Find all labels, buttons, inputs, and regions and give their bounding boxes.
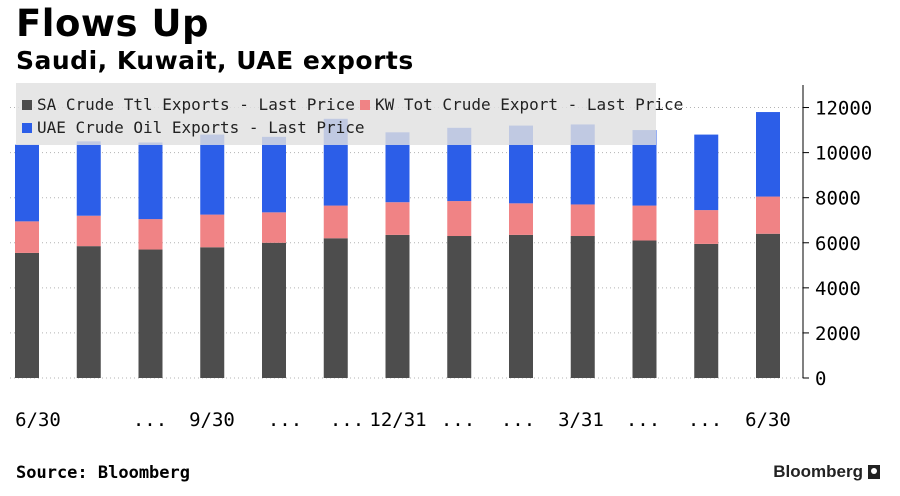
- bar-segment-kw: [694, 210, 719, 244]
- legend-item-kw: KW Tot Crude Export - Last Price: [360, 95, 683, 114]
- bar-segment-kw: [756, 196, 780, 234]
- x-tick-label: 6/30: [745, 409, 791, 431]
- source-note: Source: Bloomberg: [16, 463, 190, 483]
- bar-segment-kw: [262, 212, 286, 243]
- x-tick-label: ...: [626, 409, 660, 431]
- x-tick-label: ...: [688, 409, 722, 431]
- x-tick-label: ...: [441, 409, 475, 431]
- bar-segment-uae: [756, 112, 780, 197]
- x-tick-label: 12/31: [369, 409, 426, 431]
- brand-logo: Bloomberg: [773, 462, 880, 482]
- bar-segment-kw: [509, 203, 533, 235]
- y-tick-label: 12000: [815, 98, 872, 120]
- legend-swatch-uae: [22, 122, 32, 133]
- bar-segment-sa: [694, 243, 719, 378]
- bar-segment-sa: [323, 238, 348, 378]
- bar-segment-sa: [509, 234, 533, 378]
- legend-item-uae: UAE Crude Oil Exports - Last Price: [22, 118, 365, 137]
- bar-segment-kw: [632, 205, 657, 241]
- bar-segment-uae: [200, 134, 225, 215]
- bar-segment-uae: [76, 141, 101, 216]
- bar-segment-sa: [447, 236, 472, 378]
- bar-segment-kw: [200, 214, 225, 248]
- bar-segment-kw: [570, 204, 595, 237]
- bar-segment-kw: [323, 205, 348, 239]
- bar-segment-sa: [632, 240, 657, 378]
- legend-swatch-kw: [360, 99, 370, 110]
- legend-label-uae: UAE Crude Oil Exports - Last Price: [37, 118, 365, 137]
- x-tick-label: 9/30: [189, 409, 235, 431]
- bar-segment-kw: [15, 221, 39, 253]
- bar-segment-uae: [15, 144, 39, 222]
- x-tick-label: ...: [330, 409, 364, 431]
- chart-subtitle: Saudi, Kuwait, UAE exports: [16, 46, 414, 75]
- bar-segment-sa: [138, 249, 163, 378]
- bar-segment-sa: [15, 252, 39, 378]
- bar-segment-uae: [694, 134, 719, 211]
- x-tick-label: ...: [268, 409, 302, 431]
- bar-segment-sa: [76, 246, 101, 378]
- bar-segment-sa: [262, 242, 286, 378]
- y-tick-label: 6000: [815, 233, 861, 255]
- x-tick-label: ...: [133, 409, 167, 431]
- legend-item-sa: SA Crude Ttl Exports - Last Price: [22, 95, 355, 114]
- chart-title: Flows Up: [16, 2, 209, 45]
- brand-name: Bloomberg: [773, 462, 863, 481]
- y-tick-label: 2000: [815, 323, 861, 345]
- bar-segment-uae: [262, 136, 286, 213]
- bar-segment-kw: [76, 215, 101, 247]
- bar-segment-kw: [447, 201, 472, 237]
- legend-label-sa: SA Crude Ttl Exports - Last Price: [37, 95, 355, 114]
- x-tick-label: ...: [501, 409, 535, 431]
- y-tick-label: 10000: [815, 143, 872, 165]
- legend-label-kw: KW Tot Crude Export - Last Price: [375, 95, 684, 114]
- bar-segment-sa: [570, 236, 595, 378]
- bar-segment-sa: [200, 247, 225, 378]
- legend-swatch-sa: [22, 99, 32, 110]
- chart-legend: SA Crude Ttl Exports - Last Price KW Tot…: [16, 83, 683, 145]
- bar-segment-uae: [138, 142, 163, 220]
- y-tick-label: 4000: [815, 278, 861, 300]
- bar-segment-sa: [756, 233, 780, 378]
- y-tick-label: 0: [815, 368, 826, 390]
- bar-segment-kw: [385, 202, 410, 235]
- x-tick-label: 3/31: [558, 409, 604, 431]
- bar-segment-kw: [138, 219, 163, 250]
- bar-segment-sa: [385, 234, 410, 378]
- x-tick-label: 6/30: [15, 409, 61, 431]
- y-tick-label: 8000: [815, 188, 861, 210]
- bloomberg-mark-icon: [868, 465, 880, 479]
